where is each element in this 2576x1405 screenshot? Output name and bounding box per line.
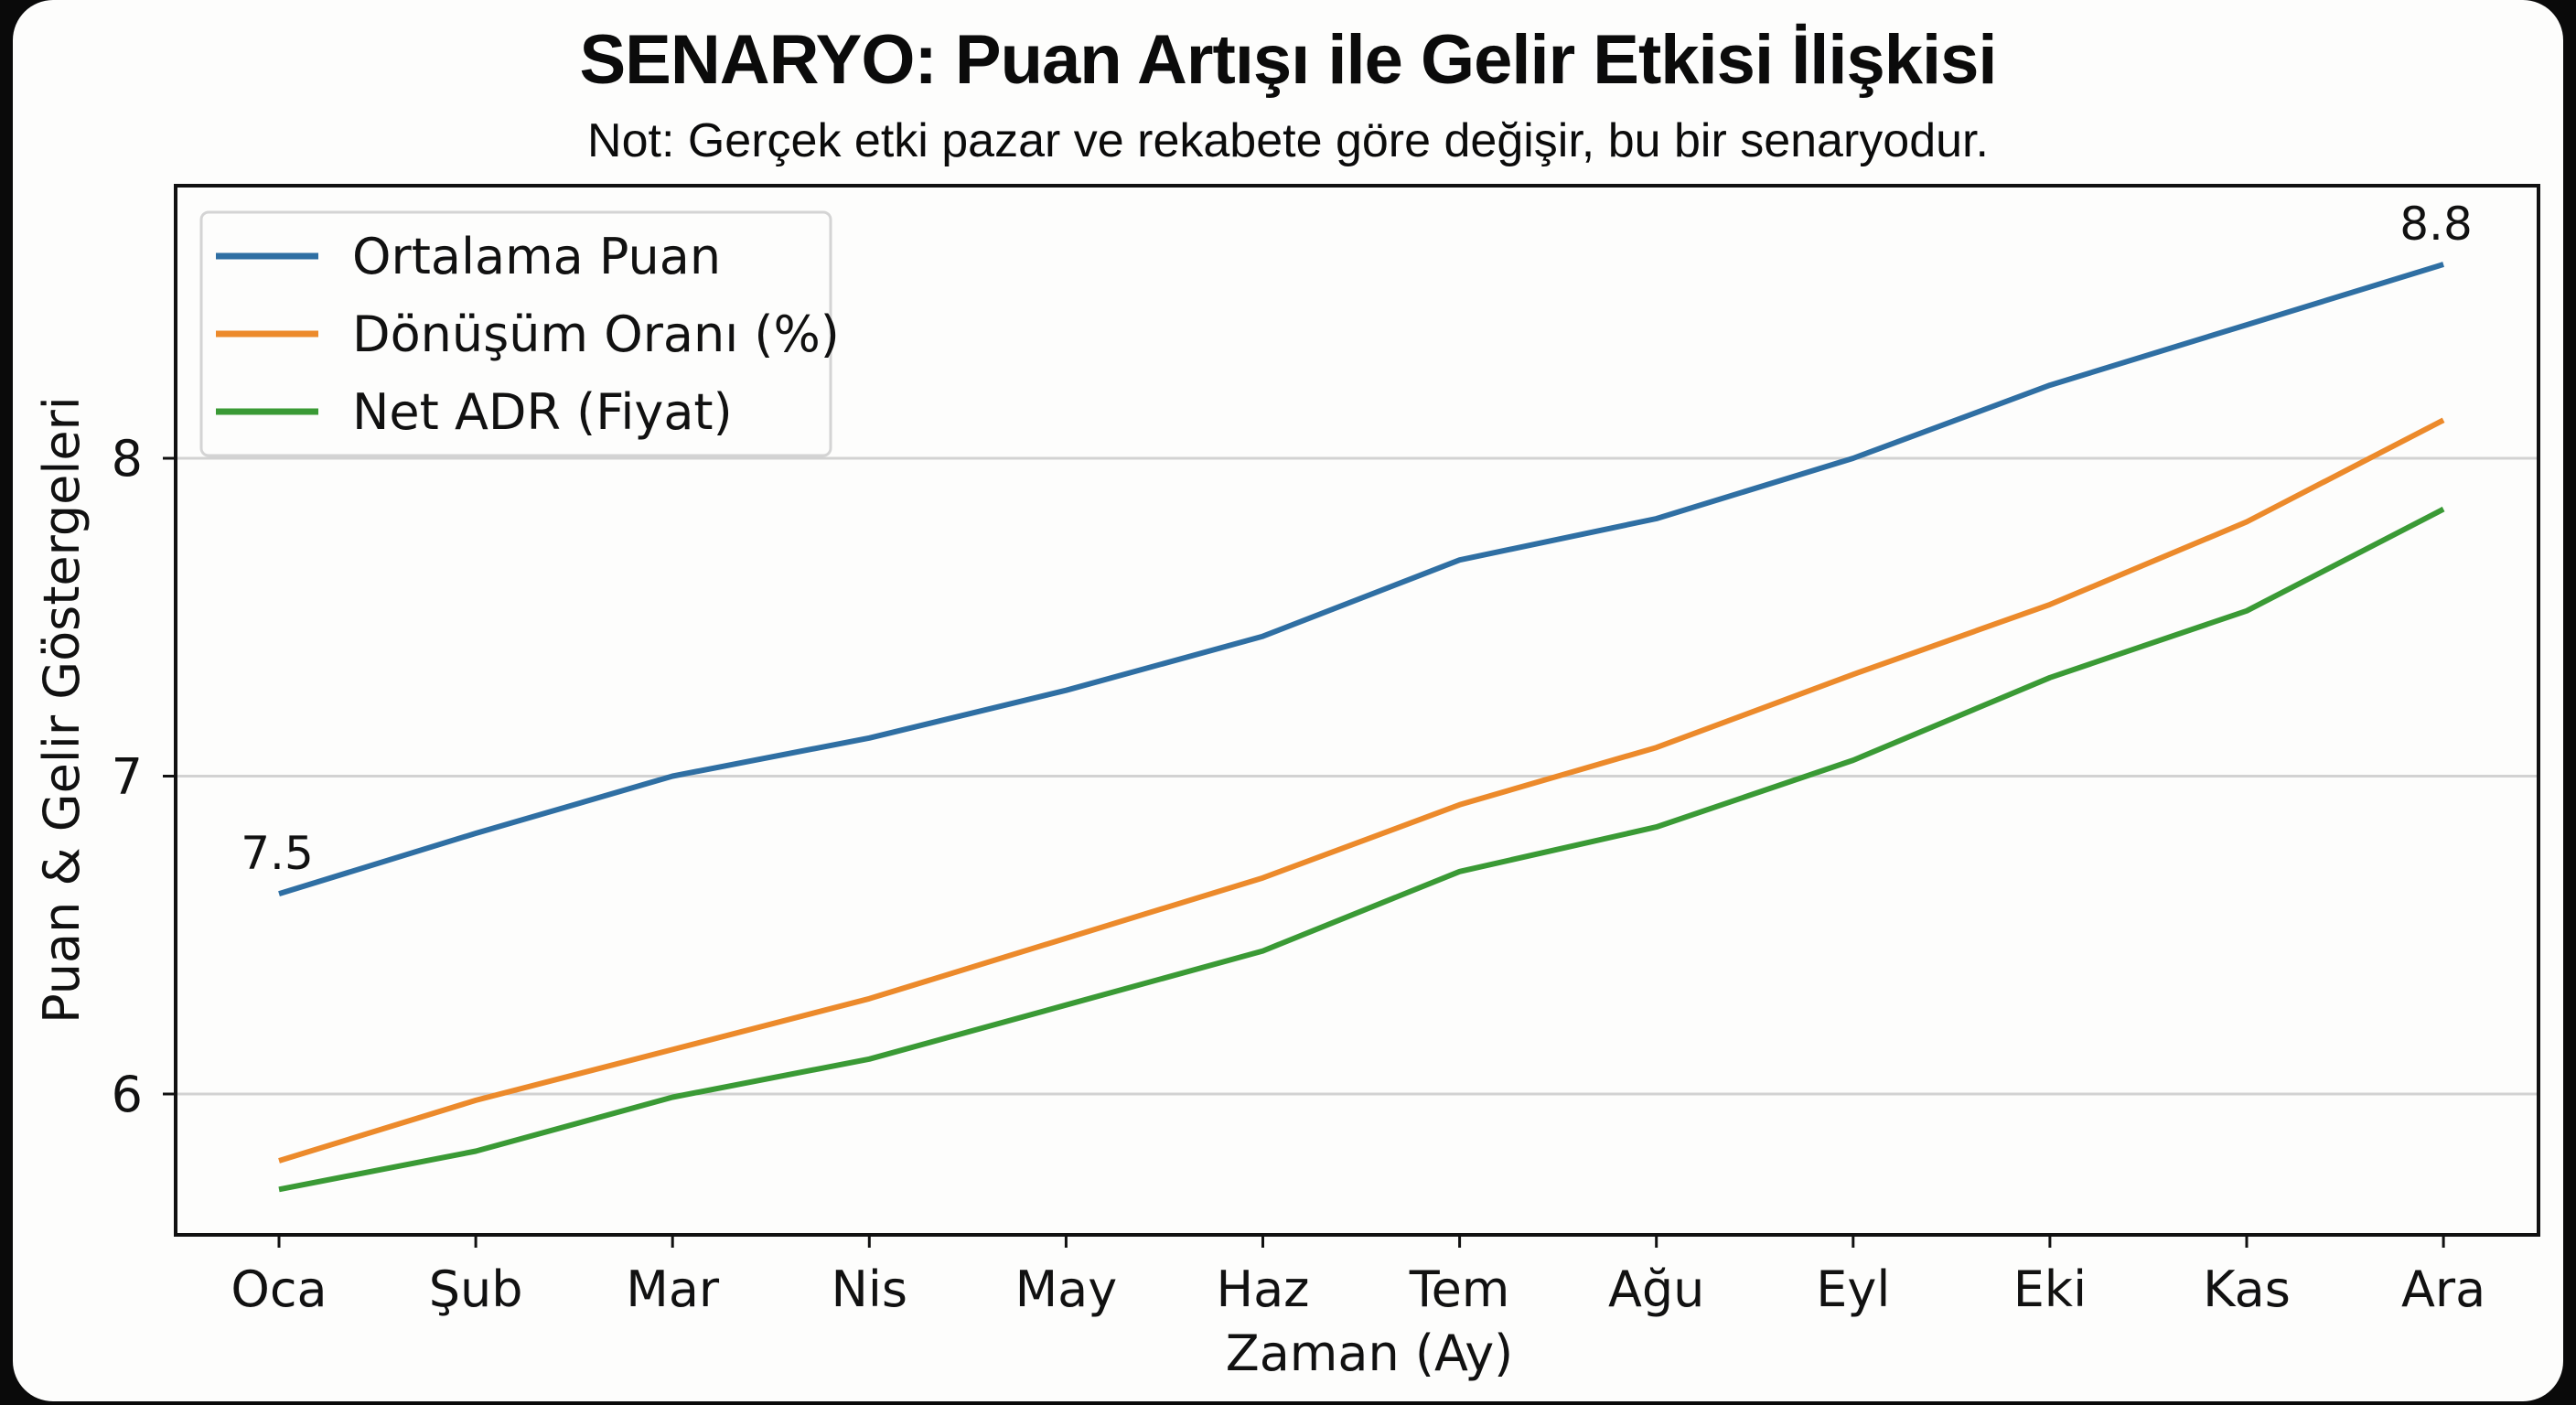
x-tick-label: May	[1015, 1260, 1118, 1318]
legend: Ortalama Puan Dönüşüm Oranı (%) Net ADR (F…	[199, 210, 840, 457]
chart-title: SENARYO: Puan Artışı ile Gelir Etkisi İl…	[579, 21, 1997, 99]
x-axis-label: Zaman (Ay)	[1226, 1325, 1514, 1382]
x-tick-label: Mar	[626, 1260, 720, 1318]
x-tick-label: Nis	[832, 1260, 908, 1318]
gridlines	[176, 456, 2538, 1096]
x-tick-label: Haz	[1216, 1260, 1309, 1318]
series-lines	[278, 262, 2445, 1193]
series-line	[278, 262, 2444, 896]
legend-box	[199, 210, 832, 457]
x-tick-label: Oca	[231, 1260, 327, 1318]
x-tick-label: Ağu	[1608, 1260, 1704, 1318]
y-axis: 6 7 8	[112, 430, 176, 1123]
x-tick-label: Şub	[429, 1260, 523, 1318]
x-tick-label: Kas	[2203, 1260, 2291, 1318]
x-tick-label: Tem	[1409, 1260, 1510, 1318]
legend-label: Dönüşüm Oranı (%)	[352, 306, 840, 363]
y-axis-label: Puan & Gelir Göstergeleri	[33, 396, 91, 1024]
x-tick-label: Eki	[2013, 1260, 2087, 1318]
x-tick-label: Eyl	[1816, 1260, 1890, 1318]
x-axis: Oca Şub Mar Nis May Haz Tem Ağu Eyl Eki Kas Ara	[231, 1235, 2485, 1318]
legend-label: Ortalama Puan	[352, 228, 721, 285]
y-tick-label: 6	[112, 1066, 143, 1123]
x-tick-label: Ara	[2401, 1260, 2485, 1318]
y-tick-label: 8	[112, 430, 143, 488]
legend-label: Net ADR (Fiyat)	[352, 383, 733, 441]
y-tick-label: 7	[112, 748, 143, 806]
chart-subtitle: Not: Gerçek etki pazar ve rekabete göre …	[587, 114, 1989, 167]
annotation-end-value: 8.8	[2399, 198, 2473, 251]
series-line	[278, 506, 2445, 1193]
series-line	[278, 417, 2445, 1164]
annotation-start-value: 7.5	[241, 827, 314, 880]
plot-frame	[174, 184, 2540, 1237]
